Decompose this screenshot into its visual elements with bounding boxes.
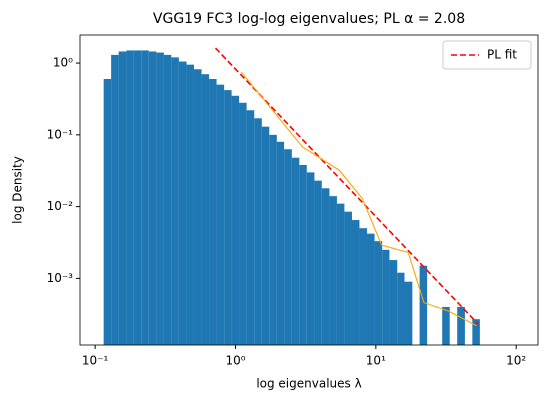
- x-axis-label: log eigenvalues λ: [256, 377, 361, 391]
- bar: [314, 180, 322, 345]
- bar: [141, 50, 149, 346]
- bar: [111, 54, 119, 346]
- line: [240, 71, 477, 327]
- bar: [171, 57, 179, 345]
- chart-title: VGG19 FC3 log-log eigenvalues; PL α = 2.…: [153, 11, 465, 27]
- bar: [224, 90, 232, 345]
- y-tick-label: 10⁻³: [47, 271, 74, 285]
- bar: [284, 149, 292, 345]
- bar: [374, 241, 383, 345]
- bar: [156, 52, 164, 346]
- y-tick-label: 10⁻²: [47, 199, 74, 213]
- bar: [193, 69, 202, 346]
- bar: [457, 306, 465, 345]
- bar: [126, 50, 134, 346]
- bar: [299, 164, 307, 345]
- bar: [246, 110, 255, 345]
- bar: [118, 51, 127, 346]
- plot-frame: [79, 34, 539, 346]
- bar: [186, 64, 194, 345]
- bar: [382, 249, 390, 345]
- bar: [269, 134, 277, 345]
- bar: [329, 196, 337, 345]
- y-axis-label: log Density: [11, 156, 25, 224]
- bar: [201, 74, 210, 345]
- bar: [306, 172, 315, 345]
- legend-label: PL fit: [487, 48, 517, 62]
- bar: [442, 306, 450, 345]
- bar: [261, 126, 270, 346]
- bar: [389, 260, 398, 345]
- legend-box: [442, 40, 532, 70]
- y-tick-label: 10⁰: [53, 56, 73, 70]
- bar: [359, 228, 368, 345]
- bar: [239, 102, 247, 345]
- y-tick-label: 10⁻¹: [47, 127, 74, 141]
- bar: [404, 281, 413, 345]
- bar: [216, 84, 225, 346]
- bar: [133, 50, 142, 346]
- bar: [276, 141, 285, 345]
- x-tick-label: 10²: [506, 354, 526, 368]
- bar: [291, 157, 300, 345]
- x-tick-label: 10¹: [366, 354, 386, 368]
- x-tick-label: 10⁰: [225, 354, 245, 368]
- bar: [231, 95, 240, 345]
- x-tick-label: 10⁻¹: [82, 354, 109, 368]
- bar: [321, 188, 330, 345]
- bar: [472, 319, 480, 345]
- bar: [163, 54, 172, 346]
- bar: [178, 61, 187, 345]
- bar: [336, 203, 345, 345]
- bar: [419, 265, 428, 345]
- bar: [254, 118, 262, 345]
- bar: [209, 78, 217, 346]
- bar: [367, 233, 375, 345]
- bar: [148, 51, 157, 346]
- bar: [397, 272, 405, 345]
- bar: [351, 220, 360, 345]
- bar: [344, 211, 352, 345]
- bar: [103, 78, 112, 346]
